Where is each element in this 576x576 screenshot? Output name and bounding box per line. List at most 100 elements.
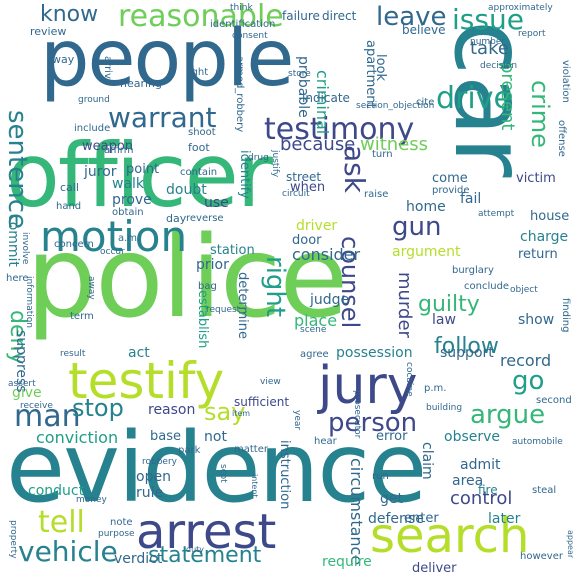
word: drive (436, 81, 512, 116)
word: probable (295, 56, 311, 118)
word: argument (392, 244, 461, 260)
word: a.m. (118, 233, 141, 244)
word: determine (235, 272, 250, 339)
word: murder (394, 272, 415, 338)
word: burglary (452, 265, 494, 276)
word: get (380, 491, 403, 507)
word: issue (452, 3, 524, 36)
word: police (26, 213, 348, 343)
word: call (60, 181, 79, 194)
word: home (406, 199, 446, 215)
word: justify (270, 150, 280, 178)
word: doubt (166, 182, 207, 198)
word: store (288, 69, 311, 79)
word: foot (188, 141, 210, 154)
word: duty (186, 545, 205, 554)
word: look (373, 54, 388, 82)
word: park (178, 445, 201, 456)
word: crime (526, 80, 554, 148)
word: charge (520, 229, 569, 245)
word: raise (364, 189, 389, 200)
word: note (110, 517, 133, 528)
word: away (86, 276, 96, 300)
word: prove (112, 192, 152, 208)
word: hand (56, 201, 82, 212)
word: require (322, 554, 372, 570)
word: property (8, 520, 18, 559)
word: sentence (2, 110, 32, 229)
word: intent (250, 474, 259, 498)
word: hear (314, 436, 337, 447)
word: arrive (102, 56, 113, 86)
word: day (166, 212, 187, 225)
word: reverse (186, 213, 224, 224)
word: instruction (277, 440, 292, 510)
word: statement (148, 543, 262, 568)
word: arrest (136, 504, 277, 560)
word: man (14, 399, 81, 434)
word: enter (404, 511, 439, 526)
word: direct (322, 9, 357, 23)
word: evidence (6, 412, 427, 524)
word: prosecutor (352, 390, 362, 439)
word: believe (402, 23, 446, 37)
word: possession (336, 345, 413, 361)
word: shoot (188, 127, 216, 138)
word: fail (460, 191, 482, 207)
word: obtain (112, 207, 144, 218)
word: identify (237, 150, 252, 199)
word: right (260, 256, 290, 318)
word: counsel (336, 236, 364, 329)
word: ask (338, 145, 371, 193)
word: scot (218, 464, 228, 483)
word: provide (432, 185, 470, 196)
word: know (40, 2, 99, 27)
word: defense (368, 511, 424, 527)
word: testimony (264, 112, 415, 147)
word: support (440, 345, 494, 361)
word: conduct (28, 483, 85, 499)
word: information (24, 276, 34, 328)
word: witness (360, 134, 429, 155)
word: jury (318, 356, 418, 416)
word: circuit (282, 189, 310, 199)
word: appear (566, 530, 575, 559)
word: take (470, 38, 509, 59)
word: warrant (108, 101, 217, 134)
word: finding (560, 298, 571, 333)
word: ground (78, 95, 110, 105)
word: commit (5, 214, 21, 267)
word: weapon (82, 139, 134, 154)
word: however (520, 551, 563, 562)
word: criminal (313, 70, 332, 135)
word: verdict (114, 551, 163, 567)
word: involve (20, 232, 30, 265)
word: not (204, 429, 227, 445)
word: return (518, 247, 558, 262)
word: section_objection (356, 101, 435, 111)
word: prior (196, 257, 229, 273)
word: scene (300, 325, 327, 335)
word: record (500, 351, 552, 370)
word: people (40, 14, 294, 104)
word: agree (300, 349, 329, 360)
word: way (52, 53, 75, 66)
word: say (204, 398, 246, 426)
word: review (30, 25, 67, 38)
word: area (452, 473, 484, 489)
word: assert (8, 379, 36, 389)
word: suppress (13, 330, 29, 393)
word: walk (112, 176, 145, 192)
word: request (206, 305, 241, 315)
word: money (76, 495, 107, 505)
word: automobile (512, 437, 563, 447)
word: give (12, 385, 42, 401)
word: occur (100, 247, 125, 257)
word: fire (478, 483, 498, 497)
word: present (497, 62, 518, 131)
word: follow (434, 334, 499, 359)
word: concern (54, 239, 94, 250)
word: consider (292, 245, 361, 264)
word: decision (480, 61, 518, 71)
